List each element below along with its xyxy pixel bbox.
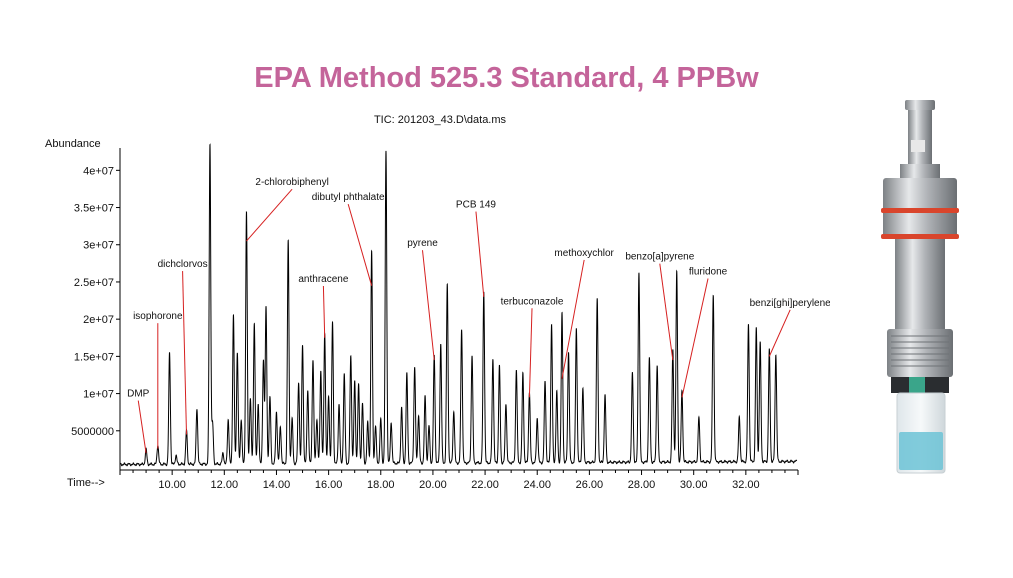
y-axis-label: Abundance (45, 138, 101, 150)
annotation-label: anthracene (298, 274, 348, 285)
annotation-line (182, 271, 187, 435)
annotation-line (137, 400, 147, 454)
peak-annotation: benzo[a]pyrene (625, 252, 695, 361)
x-tick-label: 26.00 (576, 479, 604, 491)
x-tick-label: 22.00 (471, 479, 499, 491)
x-tick-label: 10.00 (158, 479, 186, 491)
annotation-label: benzo[a]pyrene (625, 252, 694, 263)
peak-annotation: anthracene (298, 274, 349, 338)
annotation-line (347, 203, 373, 286)
peak-annotation: dichclorvos (158, 259, 208, 435)
annotation-label: dibutyl phthalate (312, 192, 385, 203)
x-axis-label: Time--> (67, 477, 105, 489)
chromatogram-chart: TIC: 201203_43.D\data.ms Abundance Time-… (45, 114, 830, 491)
chart-title: EPA Method 525.3 Standard, 4 PPBw (254, 62, 759, 94)
peak-annotation: isophorone (133, 311, 183, 449)
y-tick-label: 2.5e+07 (74, 277, 114, 289)
vial-adapter-illustration (881, 100, 959, 474)
annotation-label: fluridone (689, 267, 728, 278)
y-ticks: 5000000 1e+07 1.5e+07 2e+07 2.5e+07 3e+07 3.5e… (71, 165, 120, 438)
annotation-line (681, 278, 709, 398)
x-tick-label: 32.00 (732, 479, 760, 491)
annotation-label: benzi[ghi]perylene (750, 298, 830, 309)
annotation-label: isophorone (133, 311, 183, 322)
y-tick-label: 2e+07 (83, 314, 114, 326)
x-tick-label: 16.00 (315, 479, 343, 491)
annotation-line (246, 188, 293, 242)
peak-annotation: pyrene (407, 238, 438, 361)
annotation-line (768, 309, 791, 357)
x-tick-label: 28.00 (628, 479, 656, 491)
y-tick-label: 3e+07 (83, 240, 114, 252)
y-tick-label: 1e+07 (83, 389, 114, 401)
annotation-label: 2-chlorobiphenyl (255, 177, 328, 188)
x-tick-label: 20.00 (419, 479, 447, 491)
x-tick-label: 12.00 (211, 479, 239, 491)
y-tick-label: 5000000 (71, 426, 114, 438)
annotation-line (528, 308, 533, 398)
annotation-label: methoxychlor (554, 248, 614, 259)
peak-annotation: DMP (127, 389, 150, 454)
annotation-line (421, 250, 435, 361)
tic-trace (120, 143, 798, 467)
x-tick-label: 24.00 (523, 479, 551, 491)
annotation-label: pyrene (407, 238, 438, 249)
annotation-label: dichclorvos (158, 259, 208, 270)
peak-annotation: 2-chlorobiphenyl (246, 177, 329, 242)
peak-annotation: methoxychlor (554, 248, 615, 379)
x-tick-label: 14.00 (263, 479, 291, 491)
annotation-line (475, 211, 485, 297)
peak-annotation: fluridone (681, 267, 728, 398)
x-ticks: 10.00 12.00 14.00 16.00 18.00 20.00 22.00 24.00… (119, 470, 799, 491)
peak-annotation: terbuconazole (501, 296, 564, 398)
annotation-label: PCB 149 (456, 200, 496, 211)
peak-annotations: DMP isophorone dichclorvos 2-chlorobiphenyl… (127, 177, 830, 454)
x-tick-label: 30.00 (680, 479, 708, 491)
y-tick-label: 3.5e+07 (74, 203, 114, 215)
annotation-line (659, 263, 674, 361)
annotation-label: DMP (127, 389, 150, 400)
peak-annotation: benzi[ghi]perylene (750, 298, 830, 357)
peak-annotation: PCB 149 (456, 200, 496, 297)
annotation-line (322, 285, 326, 338)
x-tick-label: 18.00 (367, 479, 395, 491)
peak-annotation: dibutyl phthalate (312, 192, 385, 286)
chart-subtitle: TIC: 201203_43.D\data.ms (374, 114, 507, 126)
y-tick-label: 4e+07 (83, 165, 114, 177)
y-tick-label: 1.5e+07 (74, 351, 114, 363)
annotation-label: terbuconazole (501, 296, 564, 307)
annotation-line (561, 259, 585, 379)
